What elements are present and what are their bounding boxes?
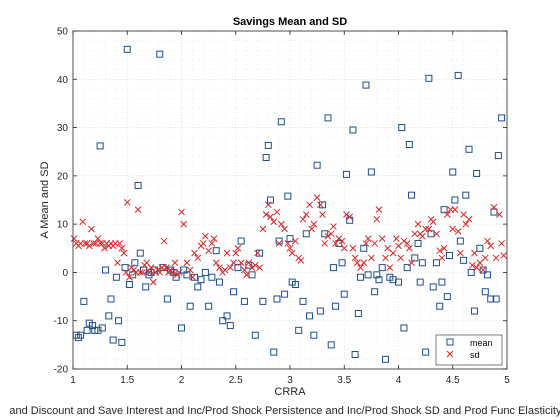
x-tick-label: 3 xyxy=(287,375,293,386)
x-tick-label: 2 xyxy=(179,375,185,386)
x-tick-label: 2.5 xyxy=(229,375,243,386)
x-tick-label: 1.5 xyxy=(120,375,134,386)
chart-title: Savings Mean and SD xyxy=(233,16,347,28)
legend: mean sd xyxy=(436,335,502,365)
y-tick-label: 40 xyxy=(57,75,69,86)
y-tick-label: 30 xyxy=(57,123,69,134)
x-tick-label: 4.5 xyxy=(446,375,460,386)
y-tick-label: -10 xyxy=(54,316,69,327)
x-tick-label: 3.5 xyxy=(337,375,351,386)
y-tick-label: -20 xyxy=(54,365,69,376)
x-tick-label: 5 xyxy=(504,375,510,386)
y-tick-label: 0 xyxy=(62,268,68,279)
x-axis-label-continued: and Discount and Save Interest and Inc/P… xyxy=(9,405,560,417)
y-tick-labels: -20 -10 0 10 20 30 40 50 xyxy=(54,27,69,376)
x-tick-label: 1 xyxy=(70,375,76,386)
y-tick-label: 50 xyxy=(57,27,69,38)
y-axis-label: A Mean and SD xyxy=(39,161,51,238)
y-tick-label: 20 xyxy=(57,171,69,182)
y-tick-label: 10 xyxy=(57,220,69,231)
x-tick-labels: 1 1.5 2 2.5 3 3.5 4 4.5 5 xyxy=(70,375,510,386)
legend-sd-label: sd xyxy=(470,350,480,360)
x-axis-label: CRRA xyxy=(274,386,306,398)
x-tick-label: 4 xyxy=(396,375,402,386)
legend-mean-label: mean xyxy=(470,338,493,348)
